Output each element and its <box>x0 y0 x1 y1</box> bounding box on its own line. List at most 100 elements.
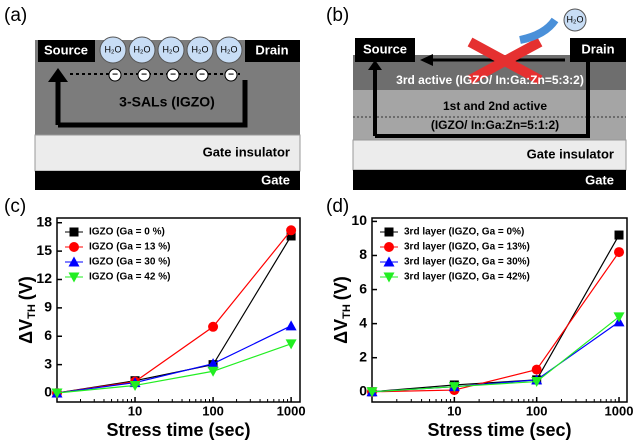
y-axis-label: ΔVTH (V) <box>331 276 353 344</box>
insulator-label: Gate insulator <box>203 144 290 159</box>
y-tick-label: 0 <box>359 382 367 398</box>
plot-frame <box>371 217 628 403</box>
series-line <box>371 316 620 393</box>
legend-marker <box>383 256 395 267</box>
source-label: Source <box>363 41 407 56</box>
legend-label: IGZO (Ga = 0 %) <box>89 227 165 238</box>
current-path <box>55 80 248 128</box>
lower-layer-comp: (IGZO/ In:Ga:Zn=5:1:2) <box>431 118 559 132</box>
charge <box>195 68 209 82</box>
legend-label: 3rd layer (IGZO, Ga = 0%) <box>404 227 524 238</box>
y-tick-label: 12 <box>36 270 52 286</box>
molecule-label: H₂O <box>163 44 180 54</box>
marker <box>286 225 297 236</box>
marker <box>285 339 297 350</box>
x-tick-label: 1000 <box>277 403 306 418</box>
lower-layer-label: 1st and 2nd active <box>443 99 547 113</box>
molecule <box>215 36 243 64</box>
legend-label: IGZO (Ga = 30 %) <box>89 257 170 268</box>
charge <box>224 68 238 82</box>
x-tick-label: 10 <box>128 403 142 418</box>
y-tick-label: 9 <box>44 299 52 315</box>
panel-label: (d) <box>326 196 349 217</box>
diagram-b: (b) Source Drain H₂O 3rd active (IGZO/ I… <box>326 5 627 190</box>
legend-label: IGZO (Ga = 13 %) <box>89 242 170 253</box>
y-axis-label-unit: (V) <box>331 276 351 300</box>
current-path <box>373 62 590 138</box>
molecule-label: H₂O <box>192 44 209 54</box>
diagram-a: (a) Source Drain 3-SALs (IGZO) Gate insu… <box>4 5 301 190</box>
y-tick-label: 0 <box>44 384 52 400</box>
arrow <box>420 54 433 66</box>
insulator <box>34 134 301 172</box>
marker <box>207 366 219 377</box>
drain-label: Drain <box>581 41 614 56</box>
series-line <box>371 251 620 393</box>
y-tick-label: 6 <box>359 280 367 296</box>
molecule <box>157 36 185 64</box>
legend-marker <box>68 256 80 267</box>
source <box>355 38 415 62</box>
marker <box>614 230 624 240</box>
lower-layer <box>353 90 626 140</box>
y-tick-label: 6 <box>44 327 52 343</box>
molecule-label: H₂O <box>105 44 122 54</box>
y-tick-label: 2 <box>359 348 367 364</box>
legend-marker <box>384 227 394 237</box>
y-axis-label-sub: TH <box>341 304 353 319</box>
x-tick-label: 100 <box>526 403 548 418</box>
y-tick-label: 3 <box>44 355 52 371</box>
gate-label: Gate <box>585 172 614 187</box>
molecule <box>128 36 156 64</box>
charge-label: − <box>170 70 176 81</box>
channel-label: 3-SALs (IGZO) <box>119 94 215 110</box>
marker <box>207 358 219 369</box>
molecule-label: H₂O <box>134 44 151 54</box>
plot-frame <box>56 217 301 403</box>
marker <box>448 382 460 393</box>
legend-marker <box>384 242 394 252</box>
marker <box>286 231 296 241</box>
drain <box>570 38 626 62</box>
y-axis-label-main: ΔV <box>16 319 36 344</box>
gate <box>35 171 300 190</box>
molecule-label: H₂O <box>567 14 584 24</box>
marker <box>366 387 378 398</box>
y-axis-label: ΔVTH (V) <box>16 276 38 344</box>
y-tick-label: 15 <box>36 242 52 258</box>
legend-marker <box>69 227 79 237</box>
charge-label: − <box>199 70 205 81</box>
marker <box>208 321 219 332</box>
molecule <box>99 36 127 64</box>
series-line <box>56 325 292 394</box>
charge-label: − <box>141 70 147 81</box>
legend-marker <box>383 272 395 283</box>
source-label: Source <box>44 42 88 57</box>
water-arrow <box>519 17 559 44</box>
panel-label: (a) <box>4 5 27 26</box>
x-axis-label: Stress time (sec) <box>106 420 250 440</box>
legend-label: 3rd layer (IGZO, Ga = 42%) <box>404 272 530 283</box>
y-tick-label: 10 <box>351 212 367 228</box>
x-tick-label: 100 <box>202 403 224 418</box>
series-line <box>56 229 292 394</box>
x-axis-label: Stress time (sec) <box>427 420 571 440</box>
molecule-label: H₂O <box>221 44 238 54</box>
legend-marker <box>69 242 79 252</box>
series-line <box>371 234 620 393</box>
molecule <box>186 36 214 64</box>
gate-label: Gate <box>261 172 290 187</box>
marker <box>613 312 625 323</box>
arrow <box>368 60 382 70</box>
charge <box>137 68 151 82</box>
panel-label: (b) <box>326 5 349 26</box>
charge <box>108 68 122 82</box>
legend-label: 3rd layer (IGZO, Ga = 13%) <box>404 242 530 253</box>
molecule <box>563 8 587 32</box>
y-tick-label: 4 <box>359 314 367 330</box>
gate <box>353 170 626 190</box>
legend-label: 3rd layer (IGZO, Ga = 30%) <box>404 257 530 268</box>
top-layer-label: 3rd active (IGZO/ In:Ga:Zn=5:3:2) <box>396 73 584 87</box>
drain <box>245 40 300 62</box>
